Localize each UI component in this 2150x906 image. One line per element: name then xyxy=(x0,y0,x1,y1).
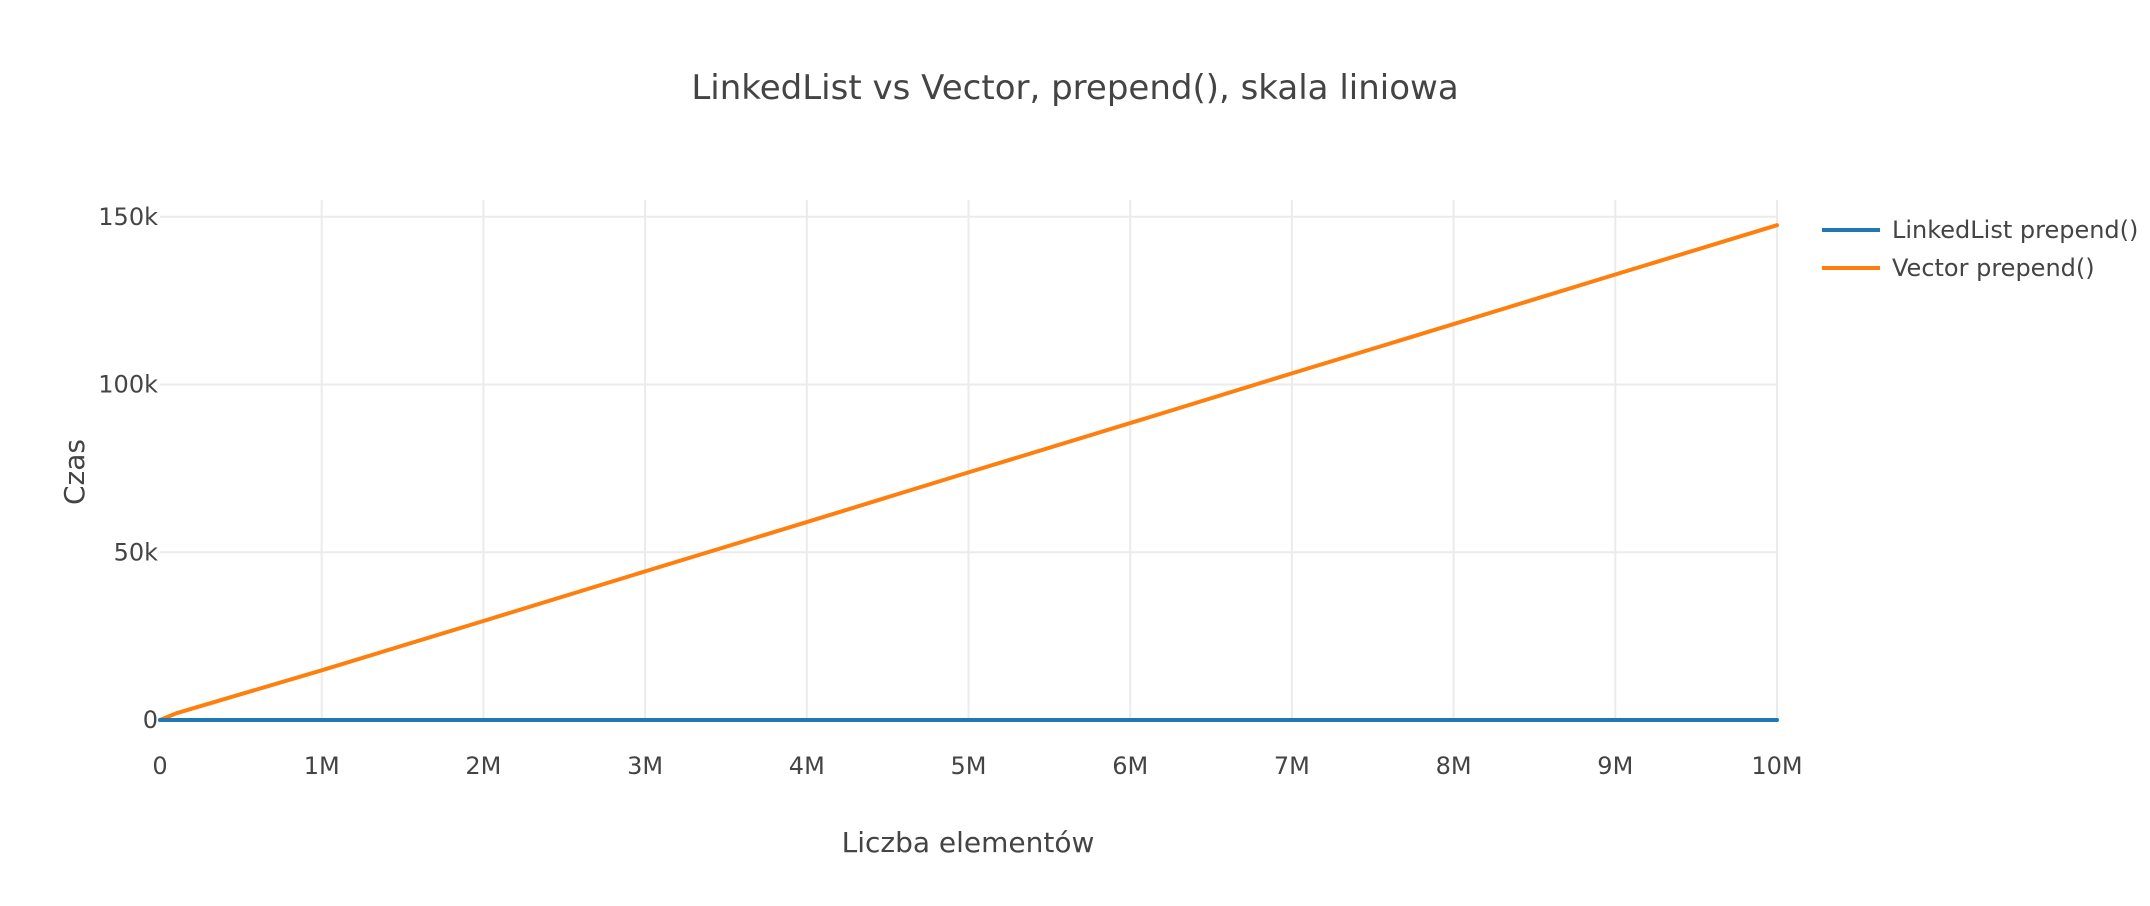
y-axis-ticks: 0 50k 100k 150k xyxy=(98,203,158,734)
y-tick-label: 100k xyxy=(98,371,158,399)
grid-lines xyxy=(160,200,1778,720)
legend-label: LinkedList prepend() xyxy=(1892,216,2138,244)
x-axis-ticks: 0 1M 2M 3M 4M 5M 6M 7M 8M 9M 10M xyxy=(152,752,1802,780)
x-tick-label: 10M xyxy=(1751,752,1802,780)
x-tick-label: 8M xyxy=(1436,752,1472,780)
x-axis-title: Liczba elementów xyxy=(842,826,1095,859)
legend-item[interactable]: LinkedList prepend() xyxy=(1822,216,2138,244)
series-line-vector xyxy=(158,223,1779,722)
x-tick-label: 9M xyxy=(1597,752,1633,780)
x-tick-label: 4M xyxy=(789,752,825,780)
x-tick-label: 5M xyxy=(951,752,987,780)
legend-item[interactable]: Vector prepend() xyxy=(1822,254,2095,282)
x-tick-label: 7M xyxy=(1274,752,1310,780)
legend[interactable]: LinkedList prepend() Vector prepend() xyxy=(1822,216,2138,282)
y-tick-label: 0 xyxy=(143,706,158,734)
y-tick-label: 50k xyxy=(114,538,159,566)
y-tick-label: 150k xyxy=(98,203,158,231)
x-tick-label: 3M xyxy=(627,752,663,780)
chart-title: LinkedList vs Vector, prepend(), skala l… xyxy=(691,68,1458,108)
x-tick-label: 1M xyxy=(304,752,340,780)
x-tick-label: 0 xyxy=(152,752,167,780)
y-axis-title: Czas xyxy=(58,439,91,505)
legend-label: Vector prepend() xyxy=(1892,254,2095,282)
x-tick-label: 6M xyxy=(1112,752,1148,780)
x-tick-label: 2M xyxy=(465,752,501,780)
series-lines xyxy=(158,223,1779,722)
